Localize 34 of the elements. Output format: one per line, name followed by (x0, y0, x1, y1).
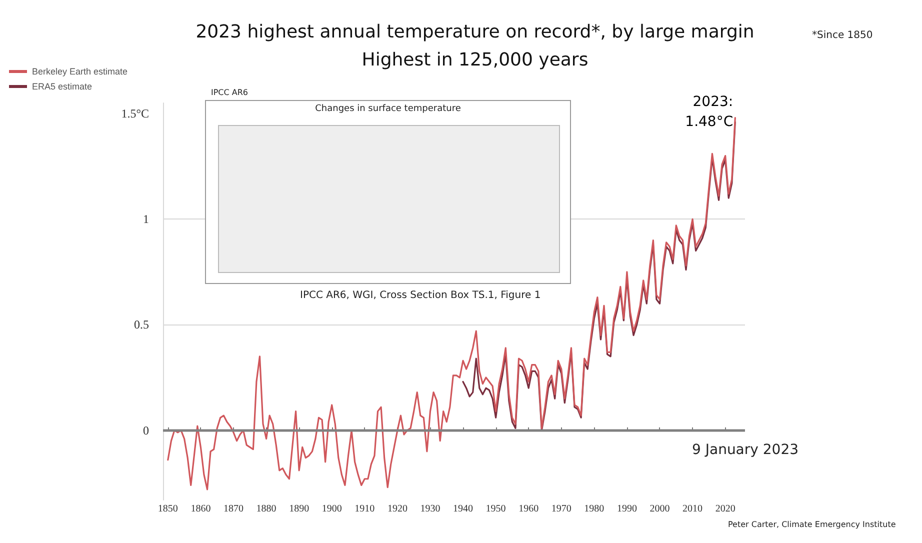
x-tick-label: 2000 (650, 504, 670, 514)
x-tick-label: 1950 (486, 504, 506, 514)
x-tick-label: 1940 (453, 504, 474, 514)
text: IPCC AR6 (211, 88, 248, 97)
y-tick-label: 0 (143, 423, 149, 438)
annotation: IPCC AR6, WGI, Cross Section Box TS.1, Figure 1 (300, 290, 541, 301)
x-tick-label: 1920 (387, 504, 408, 514)
chart-title: 2023 highest annual temperature on record*, by large margin (196, 22, 754, 42)
x-tick-label: 1850 (158, 504, 178, 514)
x-tick-label: 1870 (223, 504, 244, 514)
y-tick-label: 1 (143, 212, 149, 226)
x-tick-label: 1880 (256, 504, 276, 514)
chart-image: Changes in surface temperature (205, 100, 571, 284)
annotation: 2023: 1.48°C (685, 92, 734, 132)
x-tick-label: 1890 (289, 504, 310, 514)
legend-label: ERA5 estimate (32, 82, 92, 92)
x-tick-label: 2020 (715, 504, 736, 514)
x-tick-label: 1860 (190, 504, 211, 514)
text: Peter Carter, Climate Emergency Institute (728, 520, 896, 529)
chart-subtitle: Highest in 125,000 years (362, 50, 588, 70)
x-tick-label: 1990 (616, 504, 637, 514)
y-tick-label: 1.5°C (121, 106, 149, 121)
x-tick-label: 1970 (551, 504, 572, 514)
text: *Since 1850 (812, 30, 873, 41)
x-tick-label: 1930 (420, 504, 440, 514)
x-tick-label: 1900 (322, 504, 342, 514)
legend-label: Berkeley Earth estimate (32, 66, 128, 76)
annotation: Changes in surface temperature (314, 104, 462, 114)
y-tick-label: 0.5 (134, 318, 149, 332)
x-tick-label: 1980 (584, 504, 604, 514)
x-tick-label: 1910 (354, 504, 375, 514)
x-tick-label: 1960 (518, 504, 539, 514)
annotation: 9 January 2023 (692, 442, 799, 458)
x-tick-label: 2010 (682, 504, 703, 514)
